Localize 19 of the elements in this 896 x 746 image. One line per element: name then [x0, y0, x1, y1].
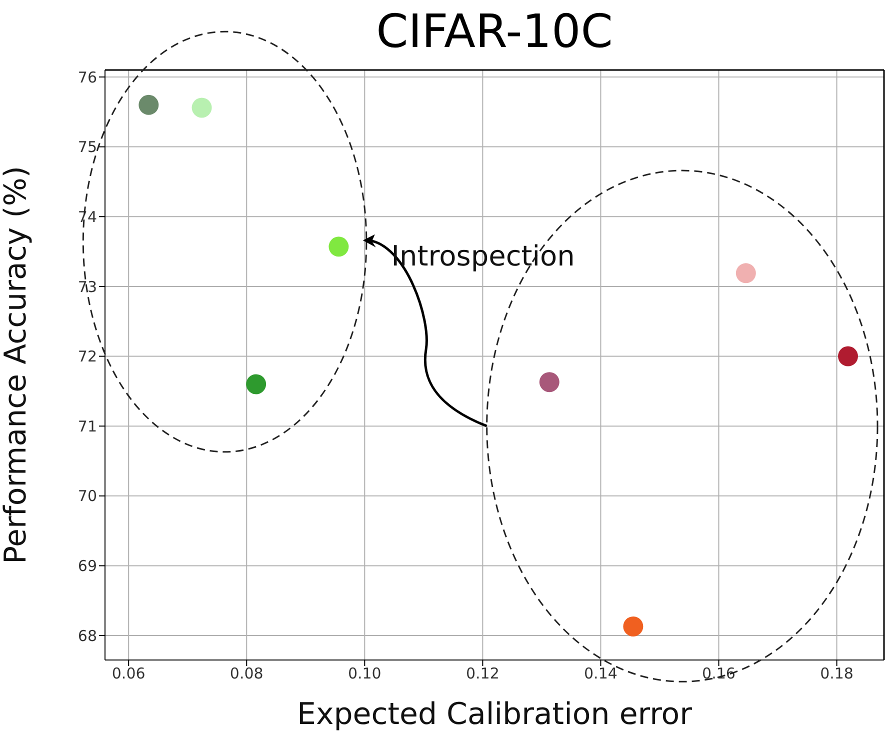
x-tick-label: 0.12 — [466, 664, 500, 683]
x-tick-label: 0.06 — [112, 664, 146, 683]
y-axis-title: Performance Accuracy (%) — [0, 166, 34, 564]
y-tick-label: 69 — [78, 557, 97, 576]
y-tick-label: 75 — [78, 138, 97, 156]
annotation: Introspection — [391, 240, 575, 273]
y-tick-label: 68 — [78, 626, 97, 645]
chart-title: CIFAR-10C — [375, 4, 614, 58]
x-tick-label: 0.10 — [348, 664, 382, 683]
x-tick-label: 0.14 — [584, 664, 618, 683]
y-tick-label: 72 — [78, 348, 97, 366]
y-tick-label: 70 — [78, 487, 97, 506]
x-tick-label: 0.08 — [230, 664, 264, 683]
y-tick-label: 73 — [78, 278, 97, 296]
y-tick-label: 71 — [78, 417, 97, 436]
x-axis-title: Expected Calibration error — [297, 697, 693, 732]
x-tick-label: 0.18 — [820, 664, 854, 683]
x-tick-label: 0.16 — [702, 664, 736, 683]
y-tick-label: 76 — [78, 68, 97, 86]
